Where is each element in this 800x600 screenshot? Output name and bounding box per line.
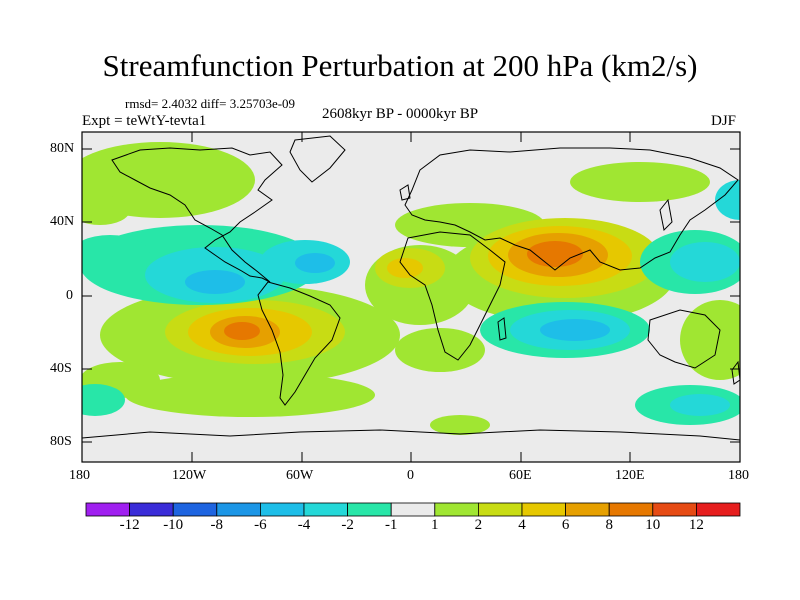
contour-band — [295, 253, 335, 273]
contour-band — [540, 319, 610, 341]
colorbar-label: -1 — [384, 517, 398, 533]
period-label: 2608kyr BP - 0000kyr BP — [322, 106, 479, 122]
colorbar-box — [216, 502, 261, 517]
axis-ticks — [81, 132, 741, 462]
y-tick-label: 80N — [50, 141, 75, 156]
contour-band — [430, 415, 490, 435]
contour-band — [185, 270, 245, 294]
colorbar-label: -4 — [297, 517, 311, 533]
colorbar-label: -6 — [254, 517, 267, 533]
contour-band — [395, 328, 485, 372]
japan-coast — [659, 198, 673, 232]
north-america-coast — [111, 147, 283, 283]
antarctica-coast — [82, 429, 740, 441]
colorbar-box — [85, 502, 130, 517]
y-tick-label: 40S — [50, 361, 72, 376]
experiment-label: Expt = teWtY-tevta1 — [82, 113, 207, 129]
colorbar-box — [652, 502, 697, 517]
map-title: Streamfunction Perturbation at 200 hPa (… — [102, 48, 698, 83]
colorbar-label: 8 — [605, 517, 613, 533]
contour-band — [715, 180, 740, 220]
colorbar-box — [696, 502, 741, 517]
y-tick-label: 0 — [66, 288, 73, 303]
contour-band — [82, 384, 125, 416]
x-tick-label: 120E — [615, 468, 645, 483]
colorbar-box — [477, 502, 523, 517]
colorbar-box — [608, 502, 654, 517]
colorbar-label: 1 — [431, 517, 439, 533]
colorbar-box — [434, 502, 479, 517]
contour-band — [670, 242, 740, 282]
x-tick-label: 180 — [728, 468, 749, 483]
contour-band — [82, 235, 150, 275]
diff-value: diff= 3.25703e-09 — [200, 96, 296, 111]
x-tick-label: 180 — [69, 468, 90, 483]
africa-coast — [399, 231, 506, 361]
colorbar-label: -8 — [210, 517, 224, 533]
contour-band — [670, 394, 730, 416]
contour-band — [570, 162, 710, 202]
colorbar-label: -10 — [163, 517, 184, 533]
y-tick-label: 80S — [50, 434, 72, 449]
colorbar-label: -2 — [341, 517, 354, 533]
colorbar-label: 10 — [645, 517, 661, 533]
contour-fields — [82, 142, 740, 435]
colorbar-box — [129, 502, 174, 517]
coastlines — [82, 135, 740, 441]
colorbar-box — [347, 502, 392, 517]
contour-band — [680, 300, 740, 380]
south-america-coast — [257, 281, 341, 406]
colorbar-label: 4 — [518, 517, 526, 533]
colorbar-label: 2 — [474, 517, 483, 533]
colorbar-box — [303, 502, 348, 517]
colorbar-box — [172, 502, 218, 517]
contour-band — [82, 142, 255, 218]
contour-band — [224, 322, 260, 340]
colorbar-label: -12 — [119, 517, 140, 533]
x-tick-label: 60W — [286, 468, 314, 483]
colorbar-label: 12 — [688, 517, 704, 533]
contour-band — [82, 195, 130, 225]
colorbar-box — [259, 502, 305, 517]
colorbar-label: 6 — [561, 517, 570, 533]
new-zealand-coast — [731, 360, 740, 385]
stats-line: rmsd= 2.4032 diff= 3.25703e-09 — [125, 96, 295, 112]
y-tick-label: 40N — [50, 214, 75, 229]
colorbar — [85, 502, 741, 517]
contour-band — [125, 373, 375, 417]
rmsd-value: rmsd= 2.4032 — [125, 96, 198, 111]
colorbar-box — [565, 502, 610, 517]
colorbar-box — [390, 502, 436, 517]
madagascar-coast — [497, 317, 507, 341]
contour-band — [527, 241, 583, 267]
australia-coast — [647, 309, 721, 369]
uk-coast — [399, 184, 411, 201]
x-tick-label: 120W — [172, 468, 207, 483]
x-tick-label: 0 — [407, 468, 414, 483]
greenland-coast — [289, 135, 346, 183]
season-label: DJF — [711, 113, 737, 129]
eurasia-coast — [404, 147, 739, 271]
colorbar-box — [521, 502, 566, 517]
x-tick-label: 60E — [509, 468, 532, 483]
